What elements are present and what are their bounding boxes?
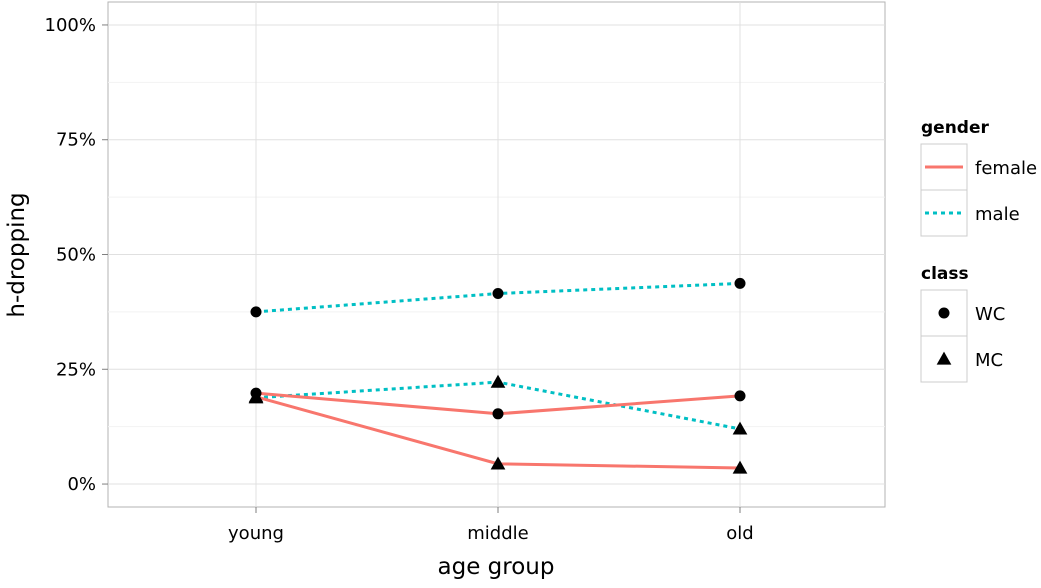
legend-key-wc bbox=[938, 307, 950, 319]
data-point-male-mc bbox=[732, 421, 748, 435]
legend-title-gender: gender bbox=[921, 118, 990, 138]
y-tick-label: 75% bbox=[56, 130, 96, 151]
y-axis-title: h-dropping bbox=[4, 192, 30, 317]
x-axis: young middle old bbox=[228, 507, 754, 544]
x-tick-label: middle bbox=[467, 523, 528, 544]
data-point-male-mc bbox=[490, 374, 506, 388]
data-point-male-wc bbox=[250, 306, 262, 318]
x-tick-label: old bbox=[726, 523, 753, 544]
y-tick-label: 25% bbox=[56, 359, 96, 380]
data-point-female-wc bbox=[492, 408, 504, 420]
y-tick-label: 0% bbox=[67, 474, 96, 495]
y-tick-label: 100% bbox=[45, 15, 96, 36]
data-point-male-wc bbox=[734, 277, 746, 289]
legend-label-wc: WC bbox=[975, 304, 1005, 325]
legend-label-female: female bbox=[975, 158, 1037, 179]
data-point-female-mc bbox=[490, 456, 506, 470]
legend-label-male: male bbox=[975, 204, 1020, 225]
data-point-female-mc bbox=[732, 460, 748, 474]
legend: gender female male class WC MC bbox=[920, 118, 1037, 383]
legend-key-mc bbox=[936, 351, 952, 365]
series-points bbox=[248, 277, 748, 474]
x-axis-title: age group bbox=[438, 554, 555, 580]
grid bbox=[108, 2, 885, 507]
data-point-female-mc bbox=[248, 389, 264, 403]
data-point-female-wc bbox=[734, 390, 746, 402]
x-tick-label: young bbox=[228, 523, 284, 544]
data-point-male-wc bbox=[492, 288, 504, 300]
legend-key-box bbox=[920, 289, 968, 337]
legend-title-class: class bbox=[921, 264, 969, 284]
legend-label-mc: MC bbox=[975, 350, 1003, 371]
y-tick-label: 50% bbox=[56, 245, 96, 266]
y-axis: 0% 25% 50% 75% 100% bbox=[45, 15, 108, 495]
